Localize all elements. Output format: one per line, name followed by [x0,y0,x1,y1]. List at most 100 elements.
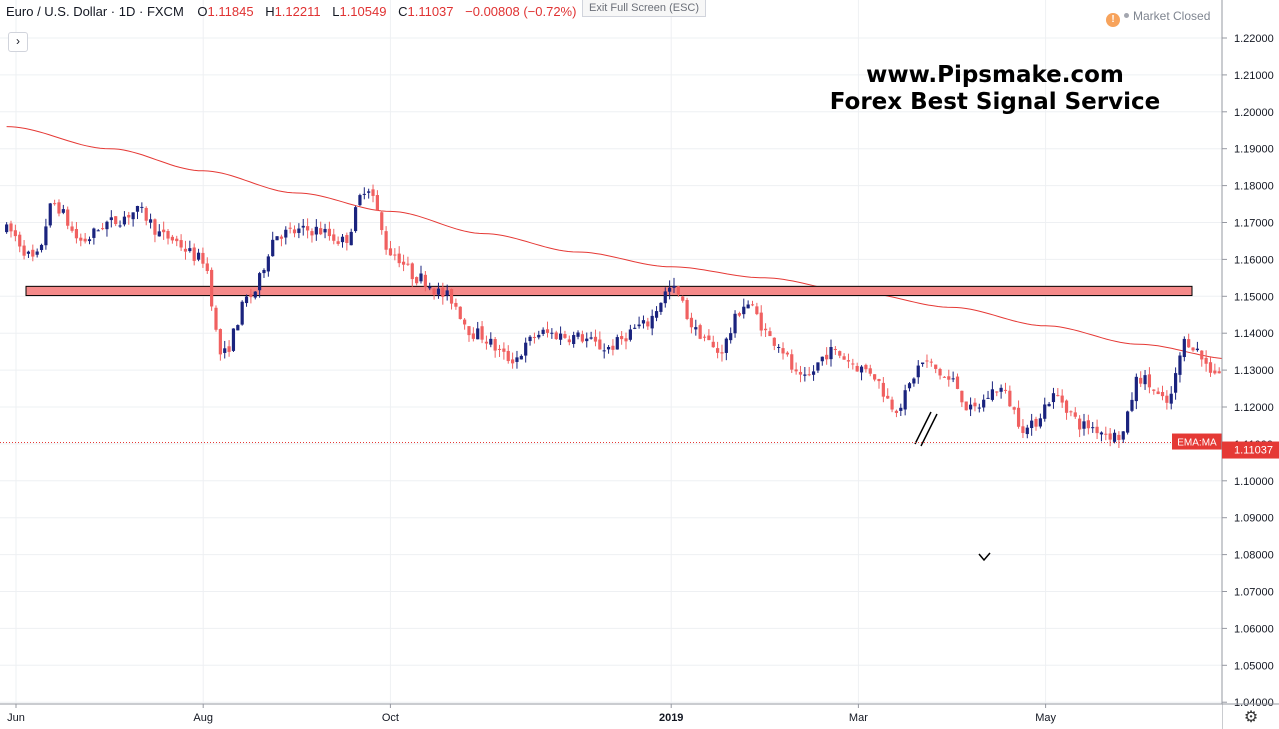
watermark-text: www.Pipsmake.com Forex Best Signal Servi… [790,62,1200,116]
candle-body [310,231,314,236]
candle-body [1104,433,1108,435]
candle-body [1208,362,1213,373]
candle-body [567,339,571,343]
ema-line-path [6,126,1279,367]
candle-body [87,239,92,242]
time-axis[interactable]: Jun Aug Oct 2019 Mar May [0,703,1279,729]
candle-body [476,328,480,340]
symbol-interval: 1D [118,4,136,19]
candle-body [859,366,864,373]
candle-body [170,236,174,241]
candle-body [1130,399,1134,411]
candle-body [641,320,646,324]
break-tick-mark [920,413,938,447]
candle-body [951,378,955,380]
price-axis-bg [1222,0,1279,729]
candle-body [851,363,855,365]
candle-body [253,291,257,298]
candle-body [401,261,406,265]
gear-icon[interactable]: ⚙ [1243,709,1259,726]
candle-body [166,231,170,239]
open-value: 1.11845 [207,4,254,19]
candle-body [1169,393,1173,404]
candle-body [327,228,332,237]
candle-body [532,336,537,338]
candle-body [816,362,820,371]
candle-body [1134,376,1138,402]
candle-body [881,382,885,397]
candle-body [61,209,65,213]
candle-body [266,256,270,272]
candle-body [545,329,550,333]
price-tick-label: 1.10000 [1234,476,1274,488]
candle-body [332,234,336,241]
candle-body [162,229,166,233]
candle-body [1008,390,1012,407]
candle-body [807,374,811,376]
price-tick-label: 1.12000 [1234,402,1274,414]
candle-body [511,359,515,364]
candle-body [449,289,454,304]
candle-body [406,263,410,265]
candle-body [423,274,427,287]
price-tick-label: 1.09000 [1234,513,1274,525]
candle-body [57,202,61,214]
candle-body [48,203,52,226]
candle-body [218,329,222,355]
candle-body [938,369,942,376]
candle-body [955,376,960,389]
candle-body [100,228,105,230]
candle-body [70,226,74,231]
candle-body [1003,389,1008,391]
candle-body [934,364,938,369]
ohlc-legend: Euro / U.S. Dollar · 1D · FXCM O1.11845 … [6,4,584,19]
ema-line [6,126,1279,367]
candle-body [336,241,340,244]
candle-body [746,304,750,309]
candle-body [367,191,371,193]
price-axis[interactable]: 1.22000 1.21000 1.20000 1.19000 1.18000 1.170… [1221,0,1279,729]
candle-body [1082,421,1086,429]
candle-body [820,356,824,362]
candlestick-series [5,184,1279,449]
price-tick-label: 1.17000 [1234,218,1274,230]
expand-legend-button[interactable]: › [8,32,28,52]
candle-body [620,336,624,340]
candle-body [633,327,637,329]
candle-body [890,399,894,410]
candle-body [393,254,397,256]
candle-body [1086,420,1090,429]
candle-body [1091,427,1095,429]
candle-body [663,291,667,304]
candle-body [18,234,22,247]
candle-body [925,360,929,362]
candle-body [471,333,475,339]
candle-body [214,307,218,330]
candle-body [1038,418,1042,427]
time-tick-label: May [1035,712,1056,724]
candle-body [240,301,244,325]
exit-fullscreen-button[interactable]: Exit Full Screen (ESC) [582,0,707,17]
symbol-title[interactable]: Euro / U.S. Dollar · 1D · FXCM [6,4,184,19]
candle-body [223,348,227,353]
candle-body [109,217,113,221]
candle-body [541,329,545,334]
candle-body [1016,407,1021,427]
candle-body [432,288,436,295]
candle-body [1173,373,1178,393]
candle-body [397,253,401,264]
candle-body [1139,377,1143,384]
candle-body [942,376,947,378]
candle-body [1213,370,1217,374]
price-tick-label: 1.13000 [1234,365,1274,377]
candle-body [196,252,201,260]
candle-body [550,332,554,334]
candle-body [380,212,384,231]
candle-body [781,348,785,354]
market-status[interactable]: ! Market Closed [1106,9,1210,27]
candle-body [1200,350,1204,360]
candle-body [118,225,122,227]
candle-body [602,350,606,352]
candle-body [227,346,231,352]
